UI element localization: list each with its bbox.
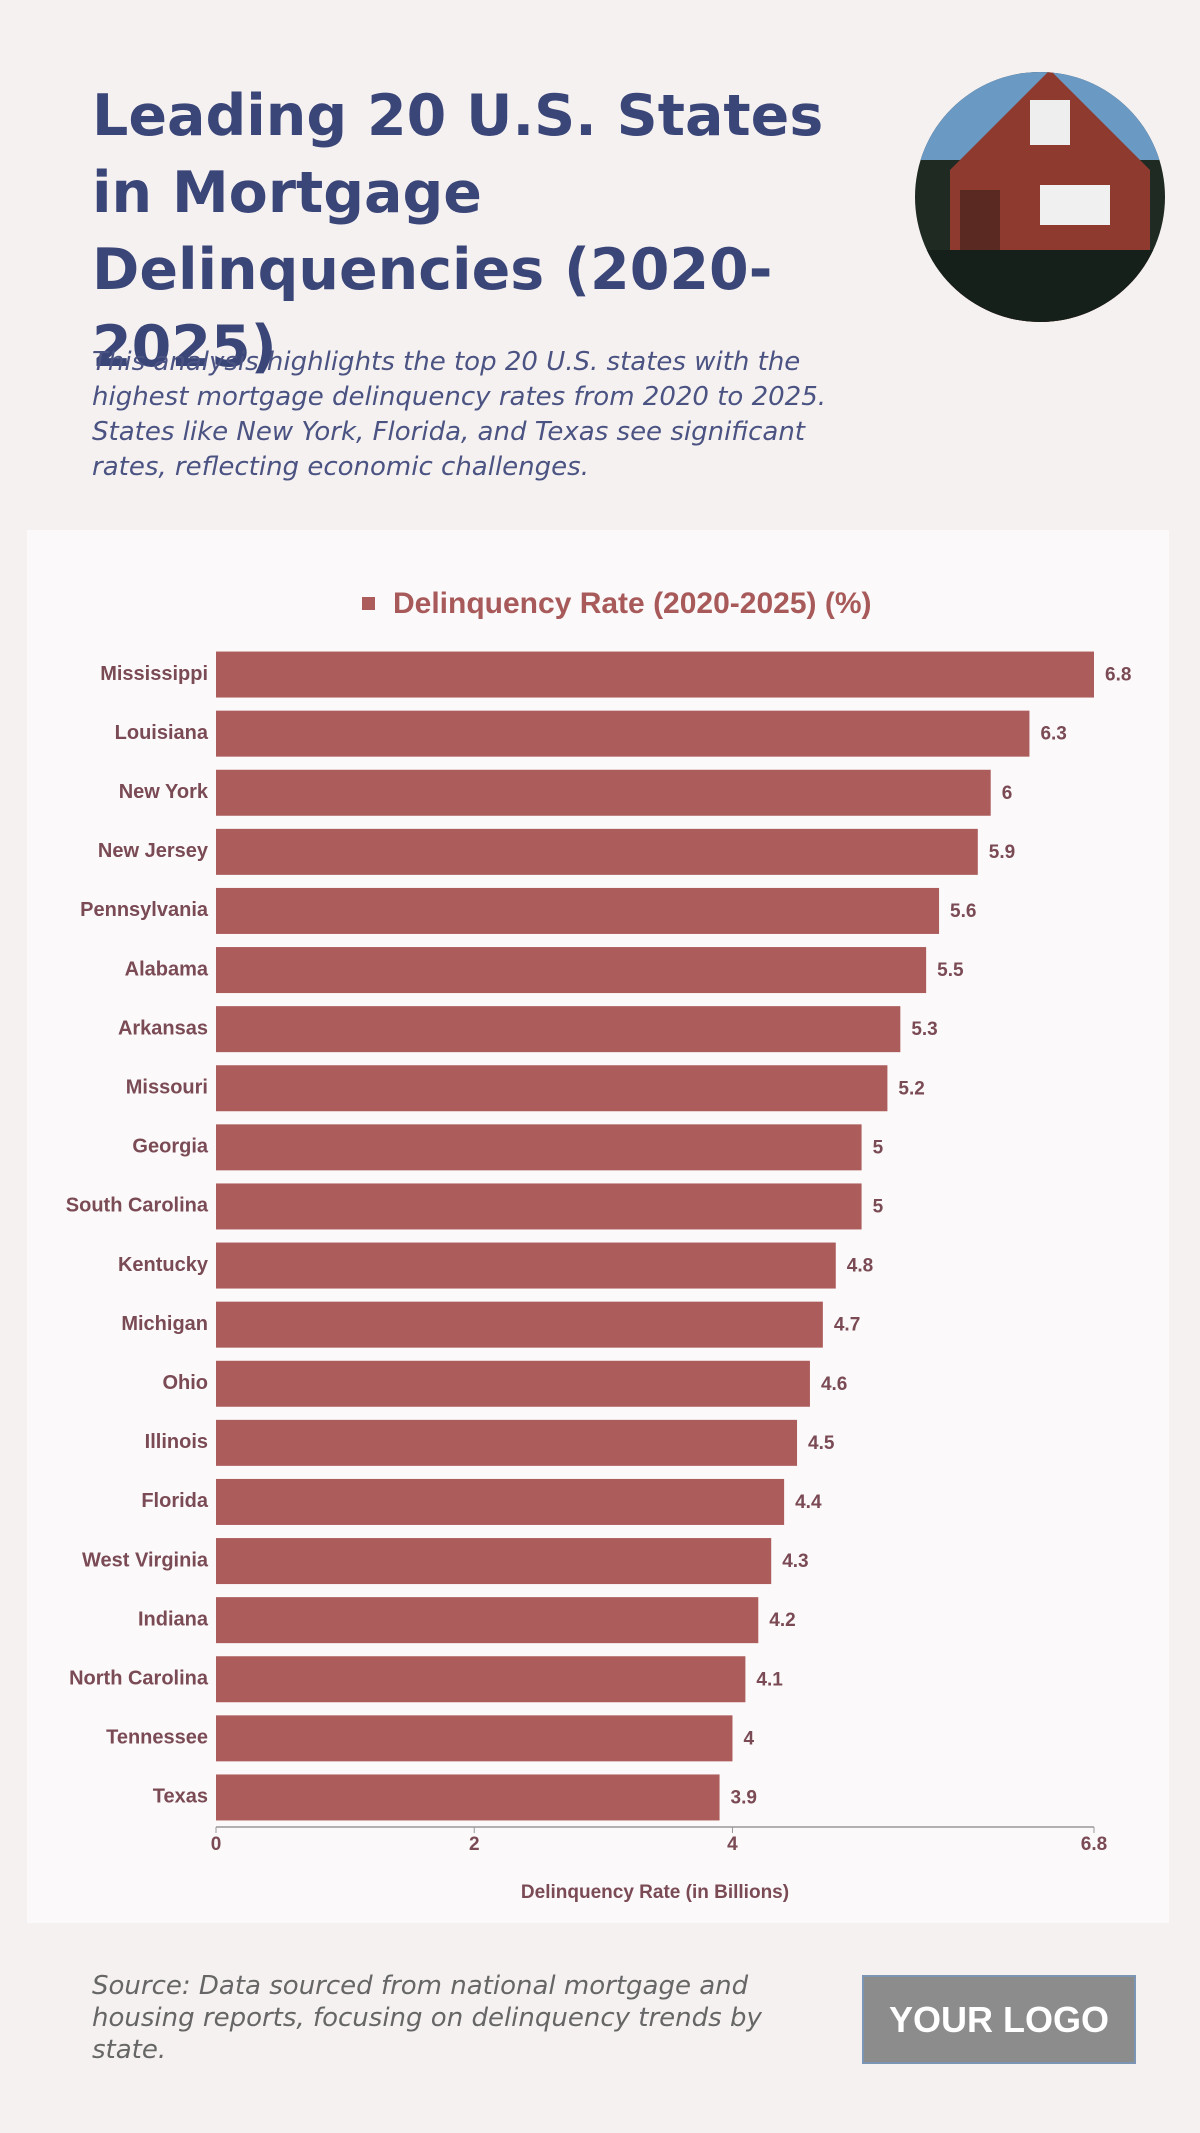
bar <box>216 1360 810 1407</box>
chart: Delinquency Rate (2020-2025) (%) 0 2 4 6.8 De… <box>65 72 1165 1904</box>
bar <box>216 1242 836 1289</box>
value-label: 4.4 <box>795 1492 822 1513</box>
bar <box>216 1538 772 1585</box>
bar <box>216 769 991 816</box>
y-tick-label: Arkansas <box>118 1017 208 1039</box>
value-label: 6.8 <box>1105 665 1131 686</box>
legend-label: Delinquency Rate (2020-2025) (%) <box>393 587 872 620</box>
value-label: 6 <box>1002 783 1013 804</box>
logo: YOUR LOGO <box>862 1975 1136 2064</box>
value-label: 5 <box>873 1137 884 1158</box>
x-tick-label: 6.8 <box>1081 1834 1107 1855</box>
source-note: Source: Data sourced from national mortg… <box>92 1971 762 2065</box>
x-axis-title: Delinquency Rate (in Billions) <box>521 1882 789 1903</box>
value-label: 5.5 <box>937 960 964 981</box>
value-label: 4.7 <box>834 1315 860 1336</box>
bar <box>216 1183 862 1230</box>
bar <box>216 651 1094 698</box>
value-label: 4 <box>743 1728 754 1749</box>
value-label: 5.6 <box>950 901 976 922</box>
bar <box>216 1124 862 1171</box>
value-label: 3.9 <box>731 1787 757 1808</box>
value-label: 4.8 <box>847 1256 873 1277</box>
value-label: 6.3 <box>1040 724 1066 745</box>
value-label: 4.6 <box>821 1374 847 1395</box>
value-label: 5.3 <box>911 1019 937 1040</box>
y-tick-label: Pennsylvania <box>80 899 209 921</box>
value-label: 5.9 <box>989 842 1015 863</box>
value-label: 4.3 <box>782 1551 808 1572</box>
y-tick-label: Missouri <box>126 1077 208 1099</box>
bar <box>216 710 1030 757</box>
y-tick-label: Florida <box>141 1490 209 1512</box>
y-tick-label: West Virginia <box>82 1549 209 1571</box>
bar <box>216 1006 901 1053</box>
bar <box>216 1419 798 1466</box>
bar <box>216 1065 888 1112</box>
y-tick-label: Louisiana <box>115 722 209 744</box>
legend-swatch <box>362 597 375 610</box>
bar <box>216 1301 823 1348</box>
y-tick-label: New Jersey <box>98 840 209 862</box>
y-tick-label: Kentucky <box>118 1254 209 1276</box>
value-label: 5.2 <box>898 1078 924 1099</box>
y-tick-label: Michigan <box>121 1313 208 1335</box>
y-tick-label: Georgia <box>132 1136 208 1158</box>
x-tick-label: 4 <box>727 1834 738 1855</box>
y-tick-label: Alabama <box>125 958 209 980</box>
value-label: 4.2 <box>769 1610 795 1631</box>
y-tick-label: North Carolina <box>69 1668 209 1690</box>
value-label: 4.1 <box>756 1669 783 1690</box>
y-tick-label: New York <box>119 781 209 803</box>
y-tick-label: South Carolina <box>66 1195 209 1217</box>
x-tick-label: 0 <box>211 1834 222 1855</box>
y-tick-label: Ohio <box>162 1372 208 1394</box>
y-tick-label: Indiana <box>138 1608 209 1630</box>
bar <box>216 1656 746 1703</box>
bar <box>216 887 940 934</box>
bar <box>216 1774 720 1821</box>
value-label: 5 <box>873 1196 884 1217</box>
y-tick-label: Mississippi <box>100 663 208 685</box>
bar <box>216 947 927 994</box>
y-tick-label: Illinois <box>145 1431 208 1453</box>
bar <box>216 1478 785 1525</box>
value-label: 4.5 <box>808 1433 835 1454</box>
y-tick-label: Texas <box>153 1786 208 1808</box>
x-tick-label: 2 <box>469 1834 480 1855</box>
page-title: Leading 20 U.S. States in Mortgage Delin… <box>92 83 824 380</box>
bar <box>216 828 978 875</box>
y-tick-label: Tennessee <box>106 1727 208 1749</box>
bar <box>216 1597 759 1644</box>
subtitle: This analysis highlights the top 20 U.S.… <box>92 347 827 482</box>
bar <box>216 1715 733 1762</box>
house-photo <box>915 72 1165 322</box>
